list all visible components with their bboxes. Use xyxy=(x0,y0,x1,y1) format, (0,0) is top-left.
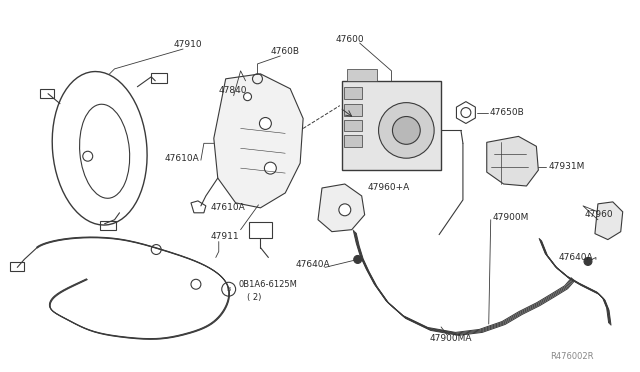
Text: 47840: 47840 xyxy=(219,86,247,95)
Text: 47900M: 47900M xyxy=(493,213,529,222)
Text: 47610A: 47610A xyxy=(164,154,199,163)
Bar xyxy=(344,104,362,116)
Circle shape xyxy=(264,162,276,174)
Circle shape xyxy=(354,256,362,263)
Bar xyxy=(344,87,362,99)
Polygon shape xyxy=(456,102,476,124)
Bar xyxy=(342,81,441,170)
Circle shape xyxy=(244,93,252,101)
Text: ( 2): ( 2) xyxy=(246,293,261,302)
Circle shape xyxy=(392,116,420,144)
Circle shape xyxy=(339,204,351,216)
Bar xyxy=(100,221,116,230)
Circle shape xyxy=(461,108,471,118)
Bar xyxy=(151,73,167,83)
Bar xyxy=(10,262,24,271)
Text: 4760B: 4760B xyxy=(270,46,300,55)
Text: B: B xyxy=(227,287,231,292)
Text: 47610A: 47610A xyxy=(211,203,246,212)
Circle shape xyxy=(378,103,434,158)
Bar xyxy=(344,135,362,147)
Text: R476002R: R476002R xyxy=(550,352,594,361)
Bar xyxy=(248,222,273,238)
Text: 47650B: 47650B xyxy=(490,108,524,117)
Text: 47900MA: 47900MA xyxy=(429,334,472,343)
Text: 47910: 47910 xyxy=(173,39,202,49)
Text: 47960: 47960 xyxy=(585,210,614,219)
Polygon shape xyxy=(487,137,538,186)
Bar xyxy=(40,89,54,98)
Circle shape xyxy=(259,118,271,129)
Polygon shape xyxy=(595,202,623,240)
Bar xyxy=(344,119,362,131)
Text: 47960+A: 47960+A xyxy=(367,183,410,192)
Text: 0B1A6-6125M: 0B1A6-6125M xyxy=(239,280,298,289)
Text: 47600: 47600 xyxy=(336,35,365,44)
Text: 47911: 47911 xyxy=(211,232,239,241)
Text: 47640A: 47640A xyxy=(558,253,593,262)
Text: 47931M: 47931M xyxy=(548,162,585,171)
Bar xyxy=(347,69,376,81)
Text: 47640A: 47640A xyxy=(295,260,330,269)
Polygon shape xyxy=(318,184,365,232)
Polygon shape xyxy=(214,74,303,208)
Circle shape xyxy=(584,257,592,265)
